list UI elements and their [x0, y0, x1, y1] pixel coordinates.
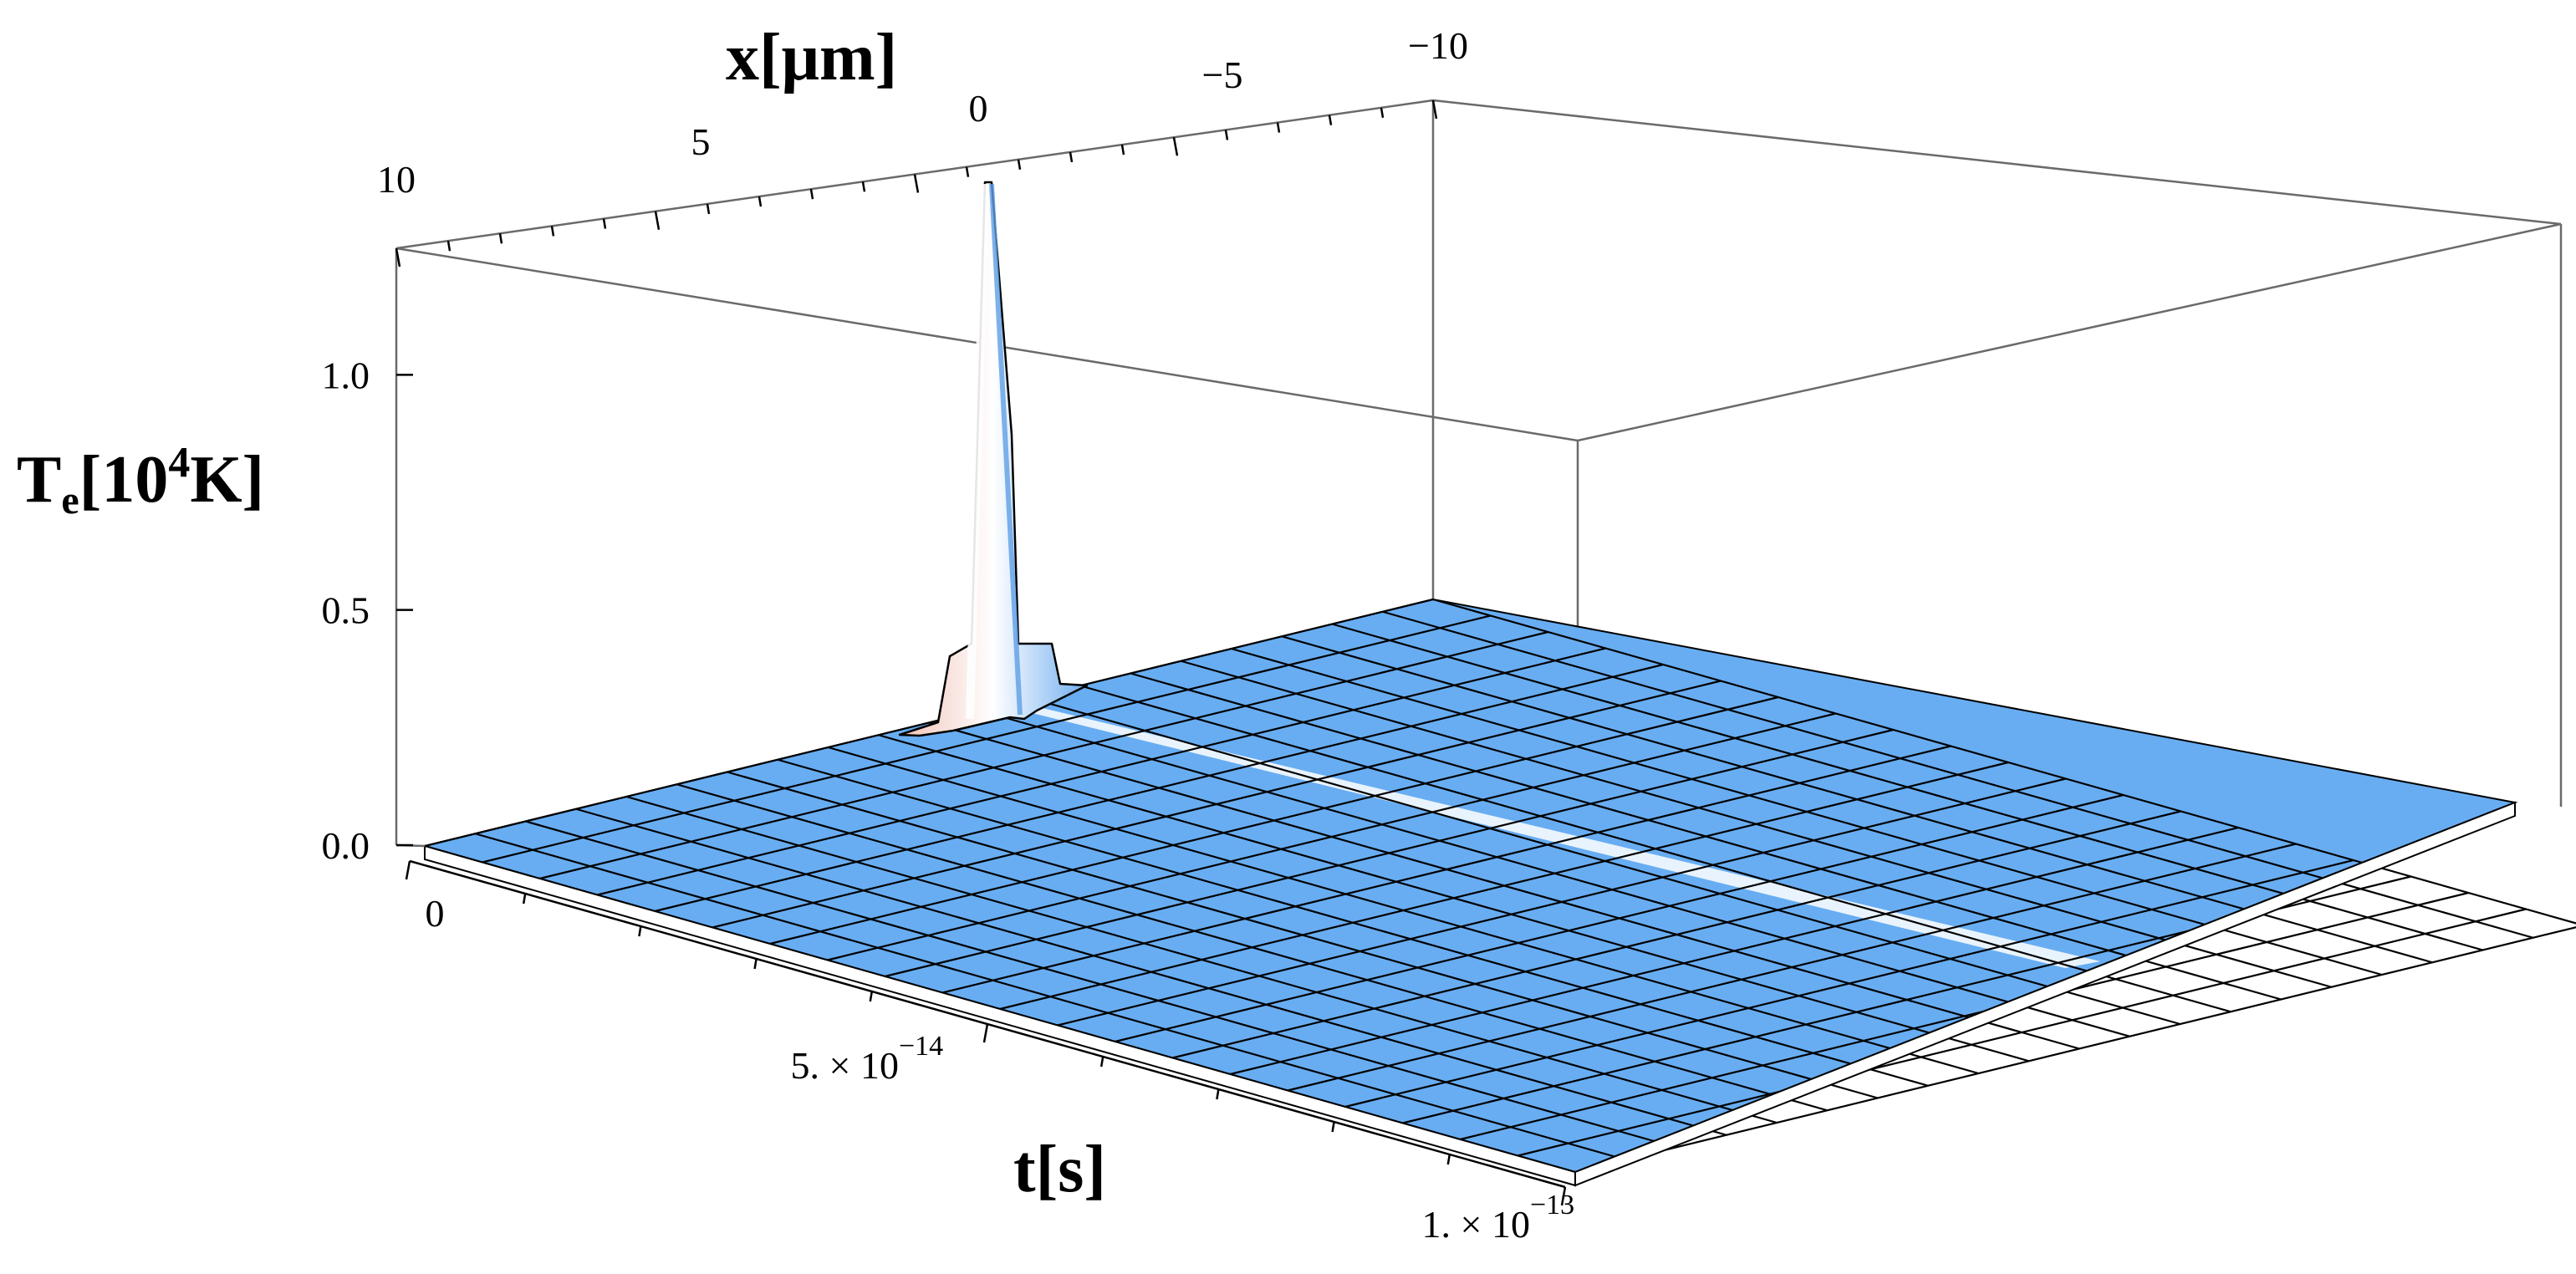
z-tick-label: 1.0: [322, 354, 370, 396]
grid-line-t: [1181, 660, 2332, 988]
t-tick: [982, 1023, 989, 1043]
grid-line-x: [1172, 810, 2181, 1059]
x-minor-tick: [1224, 130, 1229, 140]
surface-grid: [424, 598, 2576, 1174]
t-tick-label: 5. × 10: [791, 1044, 899, 1087]
x-minor-tick: [757, 196, 763, 207]
grid-line-t: [979, 709, 2130, 1037]
grid-line-t: [1130, 672, 2282, 1001]
x-tick: [654, 211, 661, 230]
x-minor-tick: [602, 218, 607, 229]
grid-line-x: [1229, 826, 2239, 1076]
grid-line-x: [1574, 926, 2576, 1174]
x-minor-tick: [706, 203, 711, 215]
x-tick: [395, 247, 401, 268]
t-tick-label: 0: [426, 892, 445, 935]
x-minor-tick: [1120, 144, 1125, 155]
x-minor-tick: [1380, 107, 1385, 119]
t-tick-exponent: −14: [899, 1031, 943, 1062]
t-tick-exponent: −13: [1530, 1190, 1574, 1220]
grid-line-x: [1517, 908, 2527, 1157]
x-axis-label: x[μm]: [726, 21, 897, 94]
grid-line-x: [1115, 793, 2124, 1043]
x-tick-label: 5: [691, 120, 711, 163]
grid-line-t: [1029, 696, 2181, 1026]
x-tick-label: 10: [377, 158, 416, 201]
grid-line-t: [1231, 647, 2383, 976]
z-axis-label: Te[104K]: [17, 439, 264, 522]
t-minor-tick: [753, 958, 757, 970]
t-tick-label: 1. × 10: [1422, 1203, 1530, 1246]
x-tick-label: −10: [1408, 24, 1468, 67]
t-axis: 0 5. × 10 −14 1. × 10 −13: [405, 859, 1574, 1246]
t-minor-tick: [638, 925, 642, 937]
x-minor-tick: [1328, 115, 1333, 125]
x-minor-tick: [446, 240, 451, 252]
x-minor-tick: [550, 226, 555, 237]
grid-line-x: [999, 761, 2009, 1011]
x-minor-tick: [861, 181, 866, 192]
t-minor-tick: [869, 991, 874, 1002]
grid-line-t: [1432, 598, 2576, 925]
t-tick: [1560, 1186, 1567, 1206]
t-minor-tick: [1099, 1056, 1104, 1068]
t-minor-tick: [522, 893, 527, 905]
z-tick-label: 0.5: [322, 589, 370, 632]
z-tick-label: 0.0: [322, 824, 370, 867]
surface-skirt: [424, 801, 2516, 1187]
x-minor-tick: [498, 233, 503, 244]
t-tick: [405, 860, 411, 880]
x-axis: 10 5 0 −5 −10: [377, 24, 1468, 268]
grid-line-x: [1344, 859, 2354, 1108]
grid-line-t: [1079, 685, 2232, 1013]
x-tick: [1431, 99, 1438, 120]
x-minor-tick: [965, 166, 970, 177]
grid-line-x: [1287, 843, 2297, 1092]
x-minor-tick: [1017, 159, 1022, 171]
x-tick-label: −5: [1202, 54, 1243, 96]
x-minor-tick: [809, 188, 814, 200]
t-minor-tick: [1216, 1088, 1220, 1100]
t-minor-tick: [1331, 1121, 1335, 1133]
grid-line-x: [1460, 891, 2469, 1141]
t-axis-label: t[s]: [1013, 1133, 1106, 1206]
z-axis: 0.0 0.5 1.0: [322, 354, 413, 867]
x-tick-label: 0: [969, 87, 988, 130]
t-minor-tick: [1446, 1154, 1451, 1165]
x-minor-tick: [1069, 151, 1074, 163]
surface-sheet: [421, 598, 2518, 1174]
surface-peak: [898, 181, 1089, 737]
x-tick: [913, 174, 920, 193]
x-minor-tick: [1276, 122, 1281, 133]
grid-line-x: [1057, 777, 2067, 1027]
x-tick: [1172, 137, 1179, 156]
grid-line-t: [1281, 635, 2433, 964]
